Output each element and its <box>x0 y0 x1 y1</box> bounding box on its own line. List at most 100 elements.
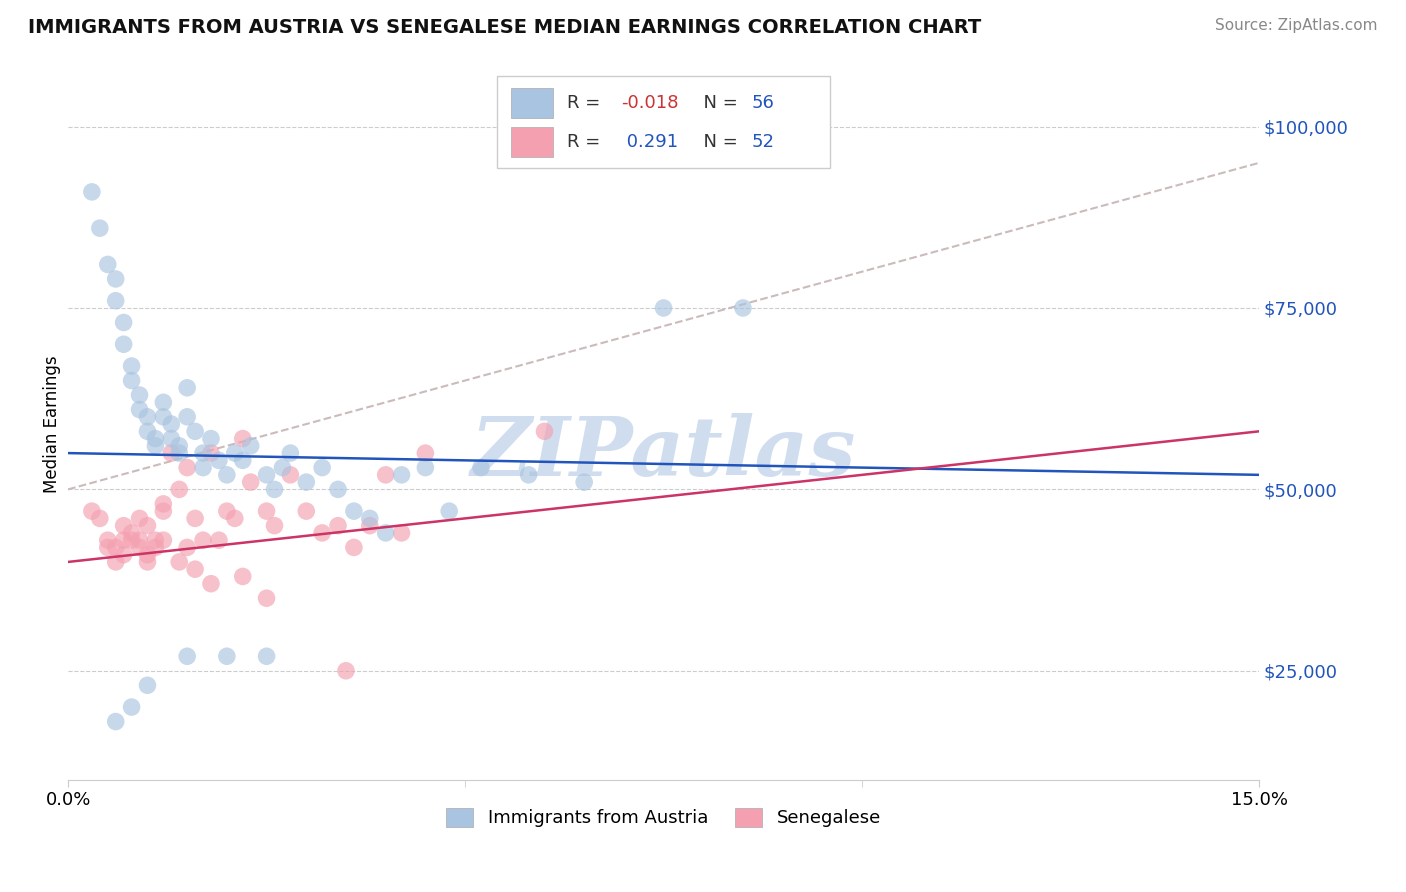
Text: 0.291: 0.291 <box>620 133 678 151</box>
Point <box>343 541 366 555</box>
Point <box>121 525 143 540</box>
Point <box>112 533 135 548</box>
Point <box>184 425 207 439</box>
Point <box>145 432 167 446</box>
Point <box>167 439 190 453</box>
Point <box>533 425 555 439</box>
Point <box>167 446 190 460</box>
Point <box>160 432 183 446</box>
Point <box>295 504 318 518</box>
Point <box>128 541 150 555</box>
Point <box>311 525 333 540</box>
Point <box>112 518 135 533</box>
Point <box>208 533 231 548</box>
Point <box>112 316 135 330</box>
Point <box>191 533 214 548</box>
Point <box>89 221 111 235</box>
Point <box>374 525 396 540</box>
Point <box>232 569 254 583</box>
Point <box>470 460 492 475</box>
Point <box>152 504 174 518</box>
Point <box>184 562 207 576</box>
Point <box>160 446 183 460</box>
Point <box>374 467 396 482</box>
Point <box>311 460 333 475</box>
Point <box>121 374 143 388</box>
Point <box>256 591 278 606</box>
Point <box>224 446 246 460</box>
Point <box>359 518 381 533</box>
Point <box>208 453 231 467</box>
Point <box>128 533 150 548</box>
Point <box>191 460 214 475</box>
Point <box>326 518 349 533</box>
Point <box>176 649 198 664</box>
Point <box>97 257 120 271</box>
Point <box>112 548 135 562</box>
Point <box>104 272 127 286</box>
Point <box>97 533 120 548</box>
Point <box>200 446 222 460</box>
Point <box>136 409 159 424</box>
Point <box>295 475 318 489</box>
Point <box>415 460 437 475</box>
Text: ZIPatlas: ZIPatlas <box>471 412 856 492</box>
Point <box>224 511 246 525</box>
Point <box>232 453 254 467</box>
Point <box>200 432 222 446</box>
Point <box>128 388 150 402</box>
Point <box>80 504 103 518</box>
Point <box>191 446 214 460</box>
Point <box>136 555 159 569</box>
Bar <box>512 87 553 118</box>
Point <box>104 541 127 555</box>
Point <box>80 185 103 199</box>
Point <box>263 483 285 497</box>
Text: 56: 56 <box>752 94 775 112</box>
Point <box>97 541 120 555</box>
Point <box>152 395 174 409</box>
Point <box>136 518 159 533</box>
Point <box>145 541 167 555</box>
Text: N =: N = <box>692 94 744 112</box>
Point <box>160 417 183 431</box>
Point <box>176 541 198 555</box>
Point <box>121 700 143 714</box>
Point <box>184 511 207 525</box>
Point <box>128 402 150 417</box>
Point <box>326 483 349 497</box>
Point <box>167 483 190 497</box>
Point <box>232 432 254 446</box>
Text: Source: ZipAtlas.com: Source: ZipAtlas.com <box>1215 18 1378 33</box>
Point <box>145 533 167 548</box>
Text: R =: R = <box>567 133 606 151</box>
Point <box>572 475 595 489</box>
Point <box>359 511 381 525</box>
Point <box>145 439 167 453</box>
Text: N =: N = <box>692 133 744 151</box>
Point <box>415 446 437 460</box>
Point <box>263 518 285 533</box>
Legend: Immigrants from Austria, Senegalese: Immigrants from Austria, Senegalese <box>439 801 889 835</box>
Point <box>239 475 262 489</box>
Point <box>391 525 413 540</box>
Point <box>152 497 174 511</box>
Point <box>343 504 366 518</box>
Point <box>89 511 111 525</box>
Point <box>176 409 198 424</box>
Y-axis label: Median Earnings: Median Earnings <box>44 355 60 493</box>
Point <box>280 467 302 482</box>
FancyBboxPatch shape <box>496 76 831 168</box>
Point <box>121 533 143 548</box>
Point <box>215 504 238 518</box>
Point <box>391 467 413 482</box>
Text: R =: R = <box>567 94 606 112</box>
Point <box>176 460 198 475</box>
Point <box>112 337 135 351</box>
Point <box>104 293 127 308</box>
Text: 52: 52 <box>752 133 775 151</box>
Point <box>437 504 460 518</box>
Point <box>104 555 127 569</box>
Point <box>128 511 150 525</box>
Point <box>136 425 159 439</box>
